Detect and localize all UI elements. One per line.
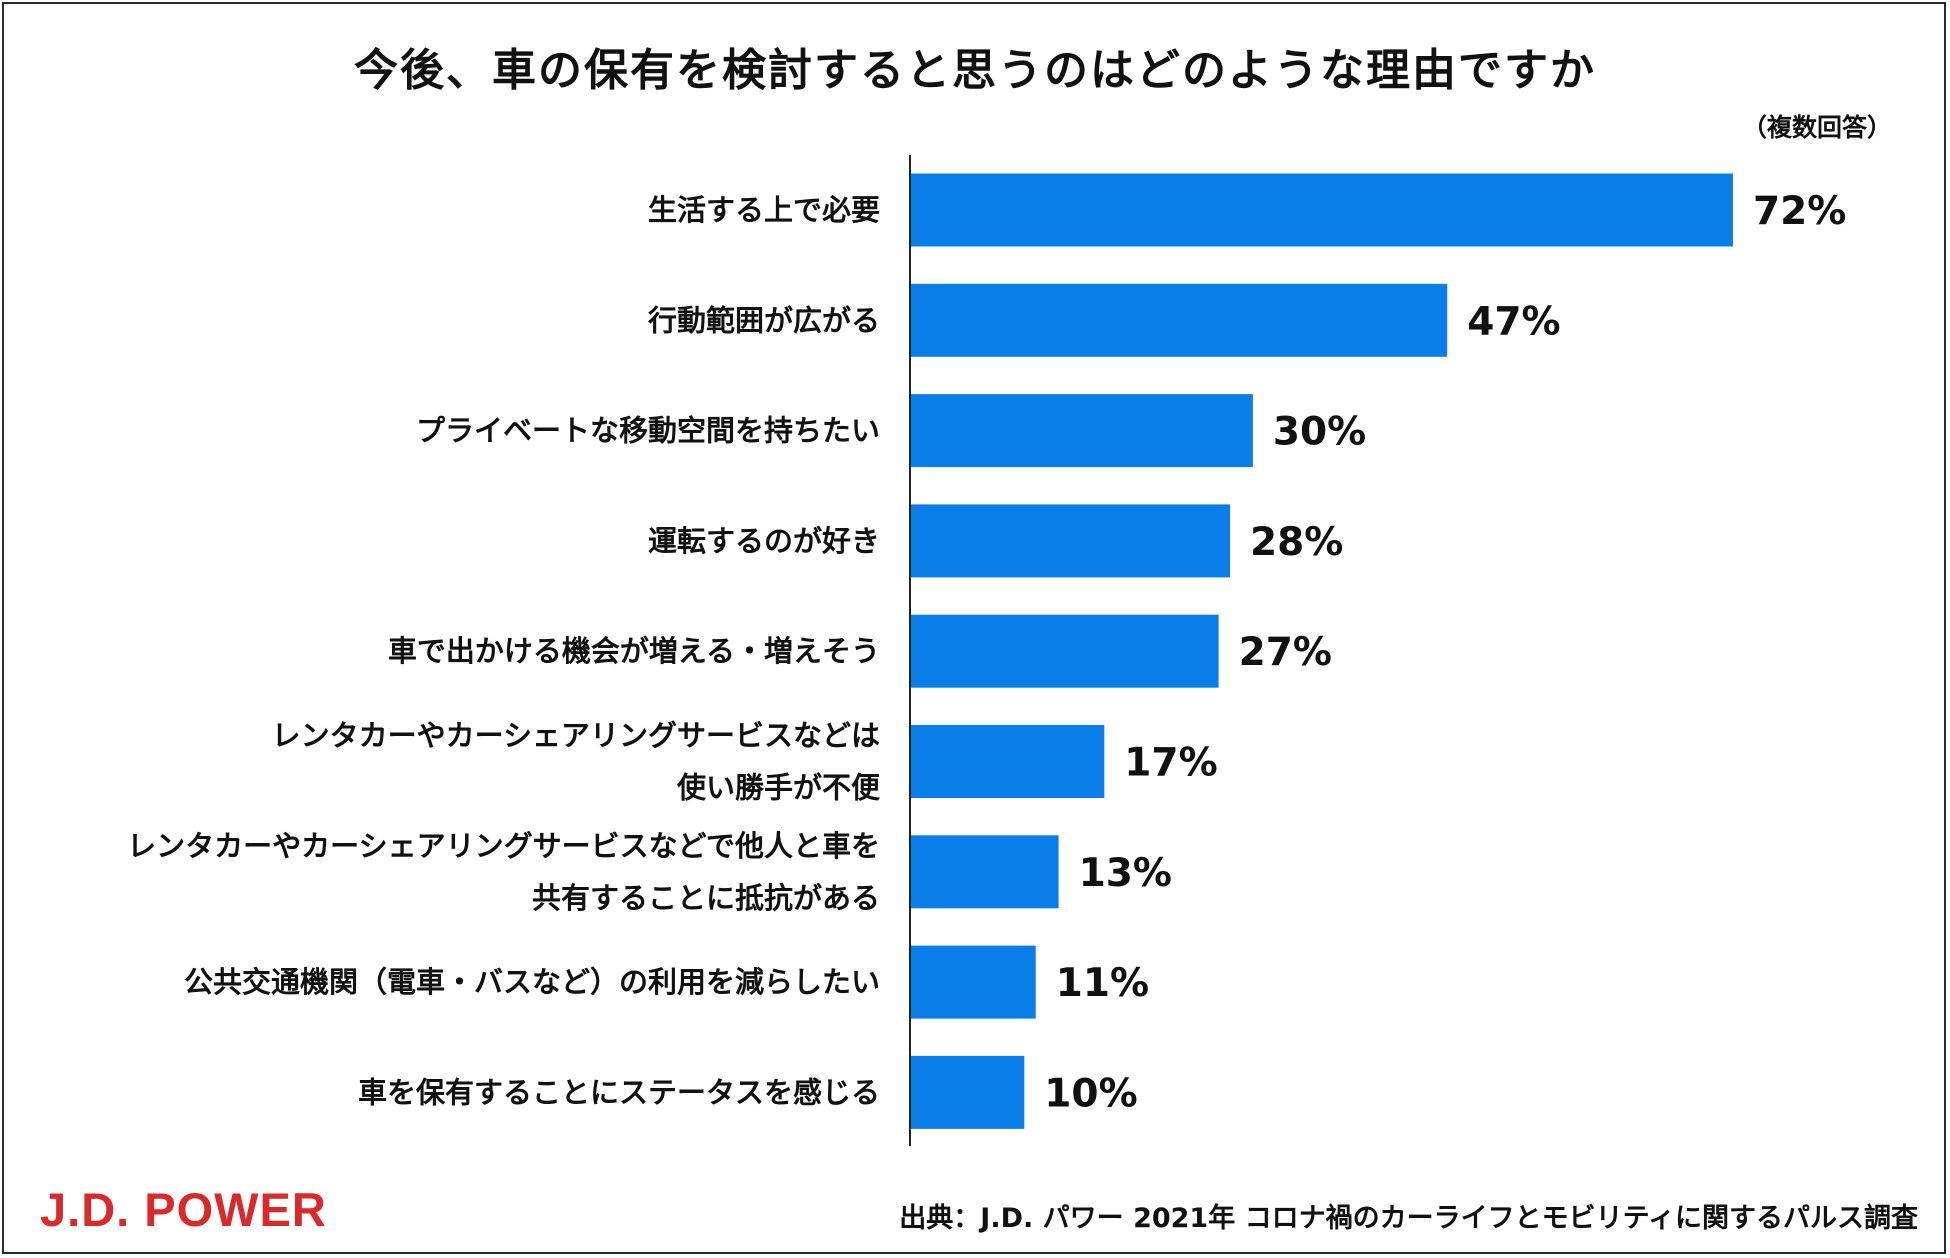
jd-power-logo: J.D. POWER: [40, 1183, 327, 1236]
category-labels-layer: 生活する上で必要行動範囲が広がるプライベートな移動空間を持ちたい運転するのが好き…: [127, 193, 881, 1109]
bar-4: [910, 504, 1231, 578]
value-label-7: 13%: [1079, 851, 1172, 896]
value-label-5: 27%: [1239, 630, 1332, 675]
bar-5: [910, 614, 1219, 688]
value-label-9: 10%: [1044, 1071, 1137, 1116]
category-label-6-line-1: レンタカーやカーシェアリングサービスなどは: [272, 719, 880, 753]
bar-6: [910, 725, 1105, 798]
value-labels-layer: 72% 47% 30% 28% 27% 17% 13% 11% 10%: [1044, 189, 1846, 1116]
value-label-2: 47%: [1467, 299, 1560, 344]
value-label-4: 28%: [1250, 520, 1343, 565]
category-label-2: 行動範囲が広がる: [647, 303, 880, 337]
value-label-1: 72%: [1753, 189, 1846, 234]
chart-title: 今後、車の保有を検討すると思うのはどのような理由ですか: [354, 45, 1596, 96]
bar-9: [910, 1055, 1025, 1129]
category-label-1: 生活する上で必要: [648, 193, 880, 227]
value-label-6: 17%: [1124, 741, 1217, 786]
category-label-6-line-2: 使い勝手が不便: [676, 771, 881, 805]
bar-1: [910, 173, 1733, 247]
multiple-answer-note: （複数回答）: [1741, 113, 1892, 142]
category-label-3: プライベートな移動空間を持ちたい: [416, 414, 880, 448]
bar-3: [910, 394, 1253, 468]
bar-8: [910, 945, 1036, 1019]
category-label-4: 運転するのが好き: [648, 524, 880, 558]
category-label-7-line-1: レンタカーやカーシェアリングサービスなどで他人と車を: [127, 829, 880, 863]
category-label-9: 車を保有することにステータスを感じる: [358, 1075, 880, 1109]
bar-7: [910, 835, 1059, 909]
bars-layer: [910, 173, 1733, 1129]
category-label-5: 車で出かける機会が増える・増えそう: [388, 634, 880, 668]
category-label-8: 公共交通機関（電車・バスなど）の利用を減らしたい: [184, 965, 880, 999]
category-label-7-line-2: 共有することに抵抗がある: [532, 881, 880, 915]
bar-2: [910, 283, 1448, 357]
value-label-3: 30%: [1273, 410, 1366, 455]
value-label-8: 11%: [1056, 961, 1149, 1006]
source-note: 出典：J.D. パワー 2021年 コロナ禍のカーライフとモビリティに関するパル…: [899, 1203, 1918, 1234]
